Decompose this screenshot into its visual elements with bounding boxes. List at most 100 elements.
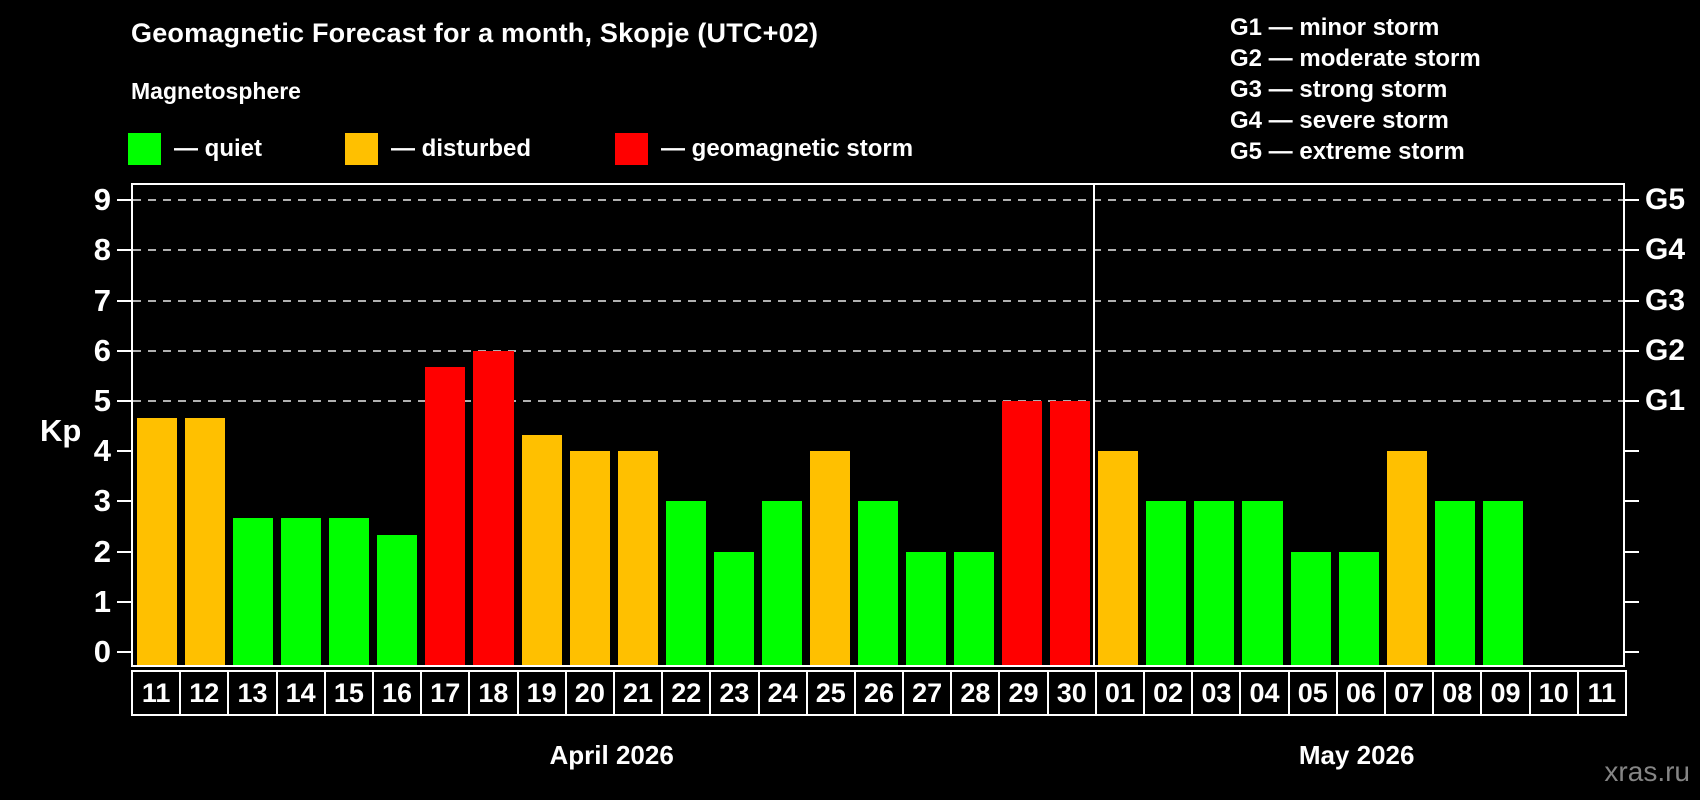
kp-bar-06 [1338,551,1379,665]
kp-bar-02 [1146,501,1187,665]
day-label-25: 25 [805,670,856,716]
legend-swatch-quiet-icon [128,133,161,165]
kp-bar-24 [761,501,802,665]
y-axis-label-1: 1 [93,583,111,619]
y-axis-title-kp: Kp [40,413,82,448]
day-label-18: 18 [468,670,519,716]
day-label-08: 08 [1432,670,1483,716]
kp-bar-20 [569,451,610,665]
day-label-10: 10 [1528,670,1579,716]
kp-bar-13 [233,517,274,665]
kp-bar-29 [1002,401,1043,665]
y-axis-tick-0 [117,651,131,653]
gridline-kp-7 [133,299,1623,302]
y-axis-tick-1 [117,600,131,603]
day-label-28: 28 [950,670,1001,716]
kp-bar-25 [809,451,850,665]
y-axis-label-2: 2 [93,533,111,569]
y-axis-label-7: 7 [93,282,111,318]
g-scale-legend-line-2: G2 — moderate storm [1230,45,1481,72]
day-label-03: 03 [1191,670,1242,716]
month-label-may: May 2026 [1298,740,1415,770]
y-axis-label-3: 3 [93,483,111,519]
day-label-09: 09 [1480,670,1531,716]
y-axis-tick-3 [117,500,131,503]
kp-bar-16 [377,535,418,665]
y-axis-tick-4 [117,450,131,453]
kp-bar-08 [1434,501,1475,665]
gridline-kp-5 [133,400,1623,402]
kp-bar-04 [1242,501,1283,665]
day-label-22: 22 [661,670,712,716]
gridline-kp-6 [133,349,1623,352]
kp-bar-01 [1098,451,1139,665]
right-axis-label-G4: G4 [1645,233,1686,267]
day-label-11: 11 [1576,670,1627,716]
g-scale-legend-line-4: G4 — severe storm [1230,107,1449,134]
kp-bar-09 [1482,501,1523,665]
day-label-12: 12 [179,670,230,716]
right-axis-tick-5 [1625,400,1639,402]
kp-bar-12 [185,417,226,665]
day-label-29: 29 [998,670,1049,716]
kp-bar-27 [906,551,947,665]
legend-swatch-disturbed-icon [345,133,378,165]
day-label-26: 26 [853,670,905,716]
legend-label-disturbed: — disturbed [391,135,532,162]
g-scale-legend: G1 — minor storm G2 — moderate storm G3 — … [1230,12,1481,167]
day-label-16: 16 [371,670,423,716]
legend-swatch-storm-icon [615,133,648,165]
day-label-14: 14 [275,670,326,716]
kp-bar-22 [665,501,706,665]
subtitle-magnetosphere: Magnetosphere [131,78,301,104]
y-axis-tick-2 [117,550,131,553]
y-axis-label-9: 9 [93,182,111,218]
day-label-07: 07 [1384,670,1435,716]
day-label-02: 02 [1143,670,1194,716]
kp-bar-28 [954,551,995,665]
day-label-04: 04 [1239,670,1290,716]
right-axis-tick-3 [1625,500,1639,503]
y-axis-label-4: 4 [93,433,111,469]
y-axis-tick-9 [117,199,131,202]
month-label-april: April 2026 [549,740,674,770]
right-axis-tick-6 [1625,349,1639,352]
right-axis-tick-7 [1625,299,1639,302]
right-axis-tick-1 [1625,600,1639,603]
gridline-kp-9 [133,199,1623,202]
right-axis-tick-9 [1625,199,1639,202]
day-label-30: 30 [1046,670,1097,716]
kp-bar-05 [1290,551,1331,665]
day-label-17: 17 [420,670,471,716]
right-axis-label-G5: G5 [1645,183,1686,217]
g-scale-legend-line-3: G3 — strong storm [1230,76,1448,103]
right-axis-tick-0 [1625,651,1639,653]
right-axis-label-G2: G2 [1645,333,1686,367]
day-label-13: 13 [227,670,278,716]
kp-bar-15 [329,517,370,665]
y-axis-tick-5 [117,400,131,402]
day-axis-row: 11 12 13 14 15 16 17 18 19 20 21 22 23 24 25 26 27 28 29 30… [131,670,1627,716]
y-axis-label-5: 5 [93,383,111,418]
day-label-01: 01 [1094,670,1146,716]
right-axis-tick-8 [1625,249,1639,252]
g-scale-legend-line-1: G1 — minor storm [1230,14,1440,41]
legend-label-storm: — geomagnetic storm [661,135,914,162]
day-label-23: 23 [709,670,760,716]
kp-bar-03 [1194,501,1235,665]
watermark: xras.ru [1604,756,1690,787]
kp-bar-26 [857,501,899,665]
right-axis-label-G3: G3 [1645,283,1686,317]
day-label-20: 20 [564,670,615,716]
day-label-05: 05 [1287,670,1338,716]
day-label-21: 21 [612,670,664,716]
kp-bar-23 [713,551,754,665]
y-axis-tick-7 [117,299,131,302]
day-label-19: 19 [516,670,567,716]
kp-bar-07 [1386,451,1427,665]
kp-bar-11 [137,417,178,665]
y-axis-label-6: 6 [93,332,111,368]
kp-bar-19 [521,434,562,665]
kp-bar-18 [473,350,514,665]
